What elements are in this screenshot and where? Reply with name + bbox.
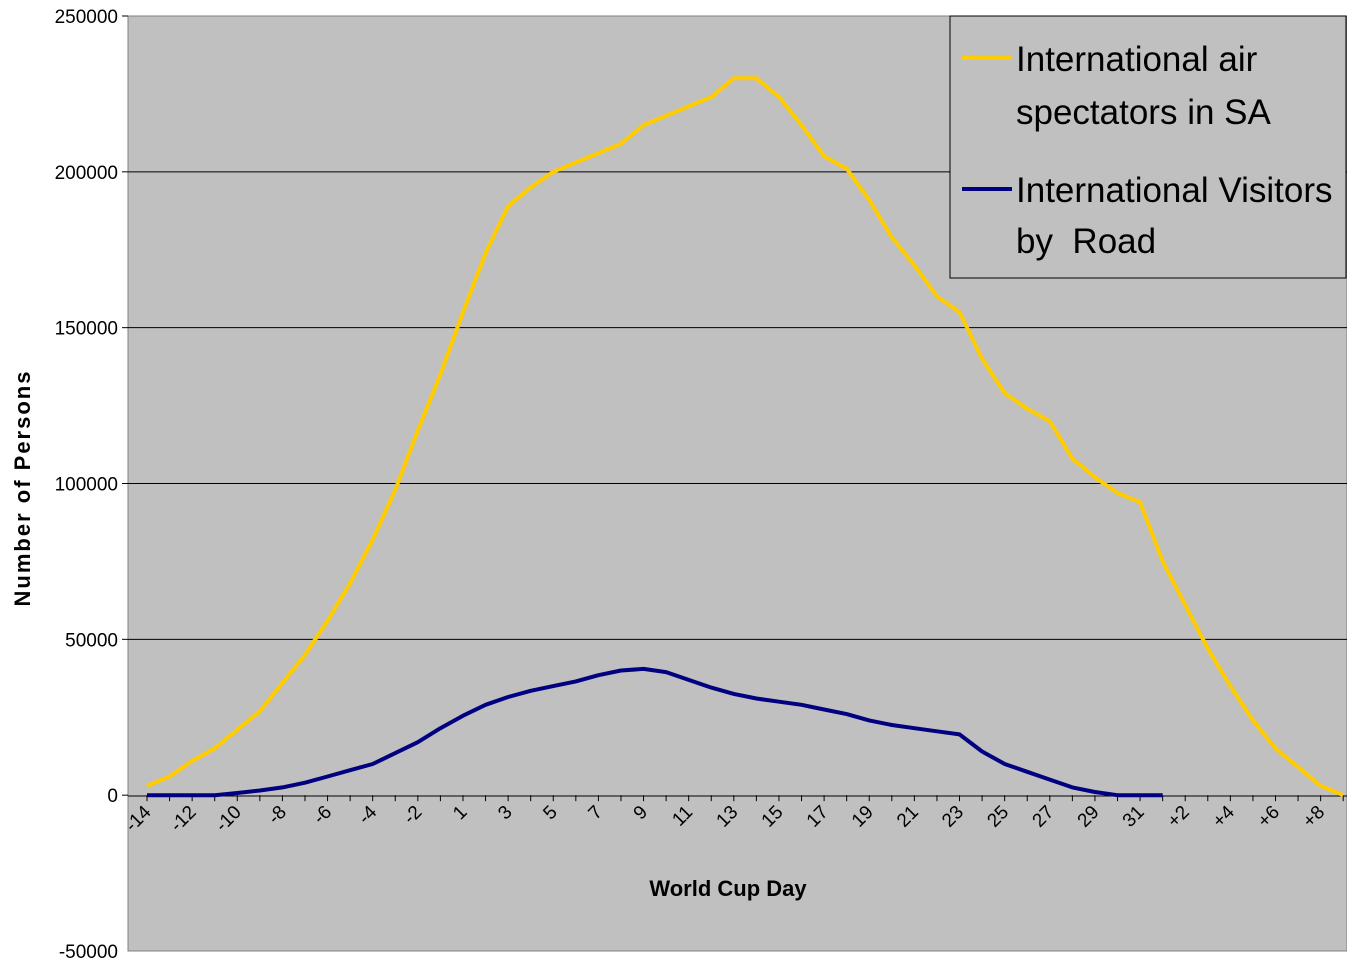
y-tick-label: 50000 [65,630,118,651]
y-tick-label: 150000 [55,319,118,340]
legend-box [949,15,1347,279]
y-tick-label: 0 [107,786,118,807]
y-tick-label: -50000 [59,942,118,963]
x-axis-title: World Cup Day [649,876,807,901]
series-lines [146,76,1344,798]
legend-label-road: International Visitors by Road [1016,171,1342,261]
y-axis-ticks: -50000 0 50000 100000 150000 200000 250000 [55,7,128,963]
y-tick-label: 250000 [55,7,118,28]
series-line-1 [147,666,1163,798]
y-tick-label: 200000 [55,163,118,184]
legend-label-air: International air spectators in SA [1016,40,1271,132]
y-axis-title: Number of Persons [10,370,35,607]
legend: International air spectators in SA Inter… [949,15,1347,279]
y-tick-label: 100000 [55,475,118,496]
series-line-0 [146,76,1344,798]
